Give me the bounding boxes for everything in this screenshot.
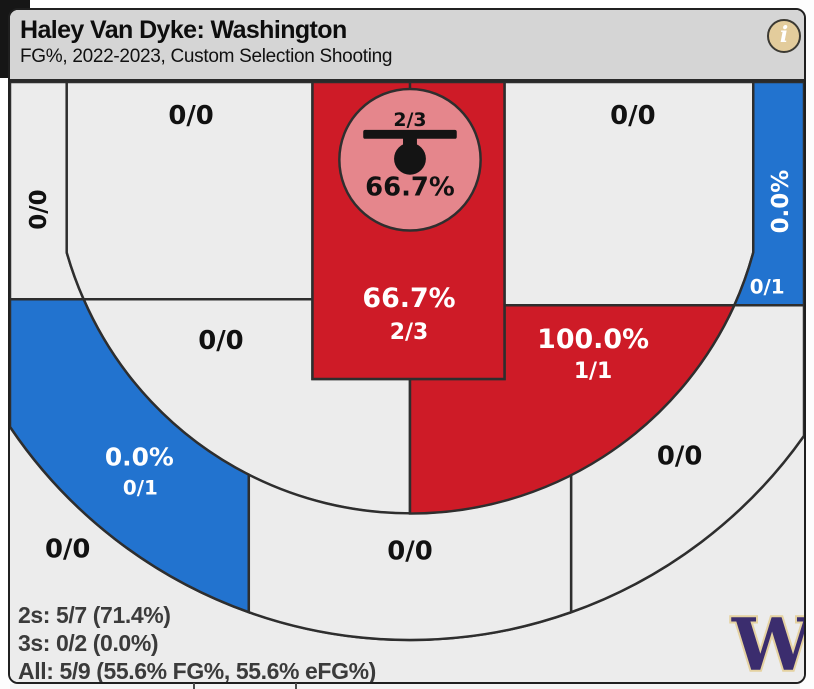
label-right-mid-pct: 100.0% [537,324,649,355]
page-title: Haley Van Dyke: Washington [20,16,347,44]
washington-w-logo: W [731,603,804,682]
label-left-mid: 0/0 [198,326,243,356]
label-rim-frac: 2/3 [393,109,426,131]
totals-2s: 2s: 5/7 (71.4%) [18,602,171,628]
label-left-wing-3-pct: 0.0% [105,443,174,472]
totals-all: All: 5/9 (55.6% FG%, 55.6% eFG%) [18,658,376,684]
bottom-edge-tick [295,683,297,689]
label-left-corner-3: 0/0 [26,189,52,229]
totals-panel: 2s: 5/7 (71.4%) 3s: 0/2 (0.0%) All: 5/9 … [18,601,376,684]
chart-header: Haley Van Dyke: Washington FG%, 2022-202… [10,10,804,82]
totals-3s: 3s: 0/2 (0.0%) [18,630,159,656]
label-right-corner-3-pct: 0.0% [768,170,794,234]
zone-right-mid[interactable] [408,304,737,515]
label-deep-left: 0/0 [45,534,90,564]
bottom-scrollbar-strip[interactable] [10,684,800,689]
label-top-left-mid: 0/0 [168,101,213,131]
court-svg: 0/0 0/0 0/0 2/3 66.7% 66.7% 2/3 100.0% 1… [10,82,804,682]
chart-frame: Haley Van Dyke: Washington FG%, 2022-202… [8,8,806,684]
label-right-wing-3: 0/0 [657,442,702,472]
label-paint-frac: 2/3 [390,320,428,345]
basket-icon [363,129,457,175]
bottom-edge-tick [193,683,195,689]
label-paint-pct: 66.7% [362,283,455,314]
page-subtitle: FG%, 2022-2023, Custom Selection Shootin… [20,46,393,67]
window-edge-backdrop [0,0,9,78]
label-top-key-3: 0/0 [387,536,432,566]
label-top-right-mid: 0/0 [610,101,655,131]
info-icon: i [779,22,789,48]
label-left-wing-3-frac: 0/1 [123,477,158,500]
label-right-corner-3-frac: 0/1 [750,275,785,298]
zone-right-corner-3[interactable] [732,82,804,307]
label-right-mid-frac: 1/1 [574,359,612,384]
label-rim-pct: 66.7% [365,173,455,203]
info-button[interactable]: i [767,19,801,53]
